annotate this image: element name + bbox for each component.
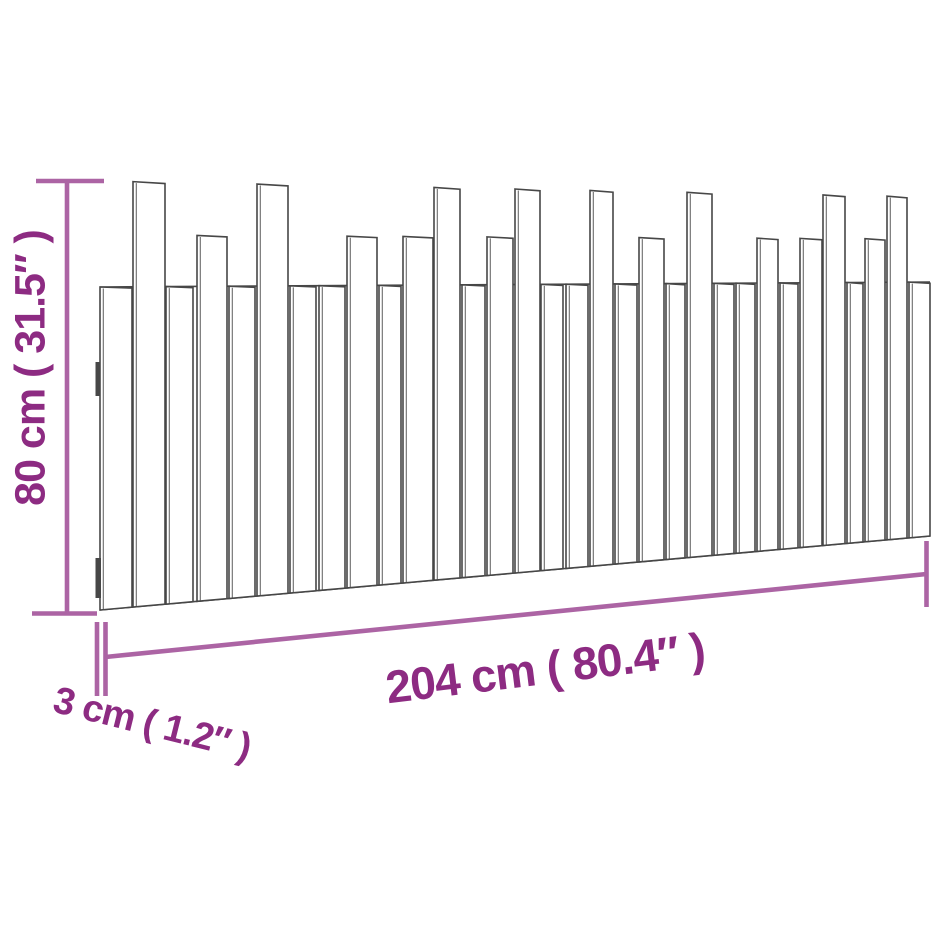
- height-dimension: [32, 178, 104, 616]
- slat-short: [289, 285, 317, 594]
- slat-short: [614, 283, 638, 565]
- slat-medium: [196, 234, 228, 603]
- width-dimension: [103, 541, 929, 696]
- headboard-fence: [95, 180, 931, 611]
- height-dimension-label: 80 cm ( 31.5″ ): [6, 230, 55, 506]
- slat-short: [665, 282, 686, 561]
- slat-medium: [799, 237, 823, 549]
- slat-medium: [486, 236, 514, 577]
- slat-short: [735, 282, 756, 555]
- slat-short: [713, 282, 735, 557]
- slat-short: [165, 285, 194, 605]
- slat-short: [908, 281, 931, 539]
- slat-short: [318, 284, 346, 592]
- slat-short: [540, 283, 564, 572]
- slat-short: [378, 284, 402, 586]
- slat-tall: [514, 188, 541, 574]
- slat-tall: [132, 180, 166, 608]
- slat-short: [461, 283, 486, 579]
- slat-tall: [822, 194, 846, 547]
- wall-bracket: [95, 558, 101, 598]
- slat-tall: [433, 186, 461, 582]
- slat-short: [228, 285, 256, 600]
- slat-short: [779, 282, 799, 551]
- slat-short: [846, 281, 864, 545]
- wall-bracket: [95, 362, 101, 396]
- slat-medium: [346, 235, 378, 589]
- slat-tall: [886, 195, 908, 541]
- width-dimension-line: [105, 571, 927, 660]
- slat-medium: [402, 235, 434, 584]
- slat-short: [99, 286, 133, 611]
- slat-tall: [589, 189, 614, 568]
- slat-medium: [864, 237, 886, 543]
- slat-medium: [638, 236, 665, 563]
- slat-short: [565, 283, 589, 570]
- slat-tall: [256, 183, 289, 597]
- slat-medium: [756, 237, 779, 553]
- slat-tall: [686, 191, 713, 559]
